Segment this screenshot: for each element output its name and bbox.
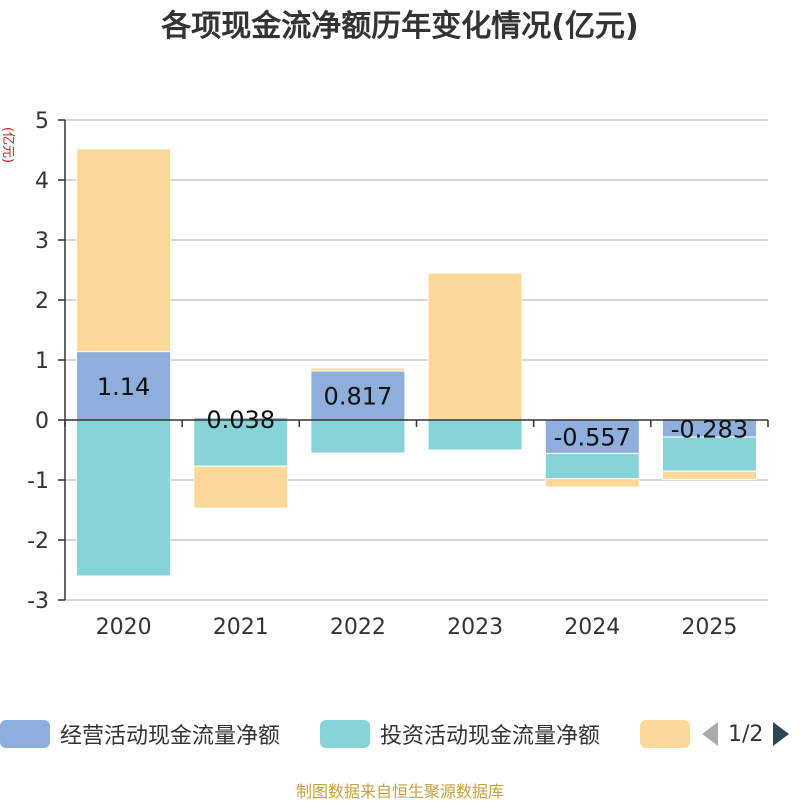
bar-segment-2-2021[interactable] — [193, 465, 289, 509]
bar-segment-2-2022[interactable] — [310, 367, 406, 372]
y-tick-label: 1 — [35, 349, 49, 374]
bar-segment-2-2024[interactable] — [544, 478, 640, 488]
bars — [76, 148, 757, 577]
data-label-2020: 1.14 — [97, 373, 150, 401]
x-tick-label-2020: 2020 — [96, 615, 152, 640]
x-tick-label-2025: 2025 — [681, 615, 737, 640]
data-labels: 1.14 0.038 0.817 -0.557 -0.283 — [97, 373, 748, 452]
bar-segment-1-2022[interactable] — [310, 419, 406, 454]
legend-swatch-operating — [0, 720, 50, 748]
x-tick-label-2021: 2021 — [213, 615, 269, 640]
y-tick-label: 2 — [35, 289, 49, 314]
data-label-2025: -0.283 — [671, 415, 748, 443]
legend-item-operating[interactable]: 经营活动现金流量净额 — [0, 716, 280, 752]
bar-segment-1-2023[interactable] — [427, 419, 523, 451]
legend-prev-icon[interactable] — [700, 720, 720, 748]
axes: -3 -2 -1 0 1 2 3 4 5 2020 2021 2022 2023 2024 2025 — [27, 109, 769, 640]
bar-segment-1-2020[interactable] — [76, 419, 172, 577]
legend-label-operating: 经营活动现金流量净额 — [60, 724, 281, 749]
chart: 各项现金流净额历年变化情况(亿元) (亿元) -3 -2 -1 0 1 2 3 4 5 2020 2… — [0, 9, 769, 640]
y-tick-label: -1 — [27, 469, 49, 494]
y-tick-label: 5 — [35, 109, 49, 134]
x-tick-label-2024: 2024 — [564, 615, 620, 640]
bar-segment-2-2020[interactable] — [76, 148, 172, 353]
legend: 经营活动现金流量净额 投资活动现金流量净额 1/2 — [0, 716, 800, 752]
legend-pager: 1/2 — [700, 716, 791, 752]
legend-next-icon[interactable] — [771, 720, 791, 748]
bar-segment-0-2024[interactable] — [544, 419, 640, 454]
legend-item-investing[interactable]: 投资活动现金流量净额 — [320, 716, 600, 752]
data-label-2022: 0.817 — [324, 382, 393, 410]
bar-segment-2-2025[interactable] — [661, 470, 757, 481]
gridlines — [65, 119, 768, 601]
y-tick-label: -3 — [27, 589, 49, 614]
y-tick-label: 3 — [35, 229, 49, 254]
bar-segment-0-2020[interactable] — [76, 351, 172, 421]
y-axis-label: (亿元) — [0, 127, 15, 163]
bar-segment-1-2024[interactable] — [544, 452, 640, 480]
legend-swatch-financing — [640, 720, 690, 748]
bar-segment-1-2021[interactable] — [193, 419, 289, 467]
legend-swatch-investing — [320, 720, 370, 748]
bar-segment-2-2023[interactable] — [427, 272, 523, 421]
x-tick-label-2022: 2022 — [330, 615, 386, 640]
y-tick-label: 4 — [35, 169, 49, 194]
legend-page-indicator: 1/2 — [728, 721, 764, 747]
x-tick-label-2023: 2023 — [447, 615, 503, 640]
data-label-2024: -0.557 — [554, 424, 631, 452]
bar-segment-0-2022[interactable] — [310, 370, 406, 421]
y-tick-label: -2 — [27, 529, 49, 554]
legend-item-financing[interactable] — [640, 716, 700, 752]
legend-label-investing: 投资活动现金流量净额 — [380, 724, 601, 749]
data-label-2021: 0.038 — [206, 406, 275, 434]
bar-segment-1-2025[interactable] — [661, 436, 757, 472]
source-note: 制图数据来自恒生聚源数据库 — [295, 782, 504, 801]
chart-title: 各项现金流净额历年变化情况(亿元) — [160, 9, 638, 44]
y-tick-label: 0 — [35, 409, 49, 434]
